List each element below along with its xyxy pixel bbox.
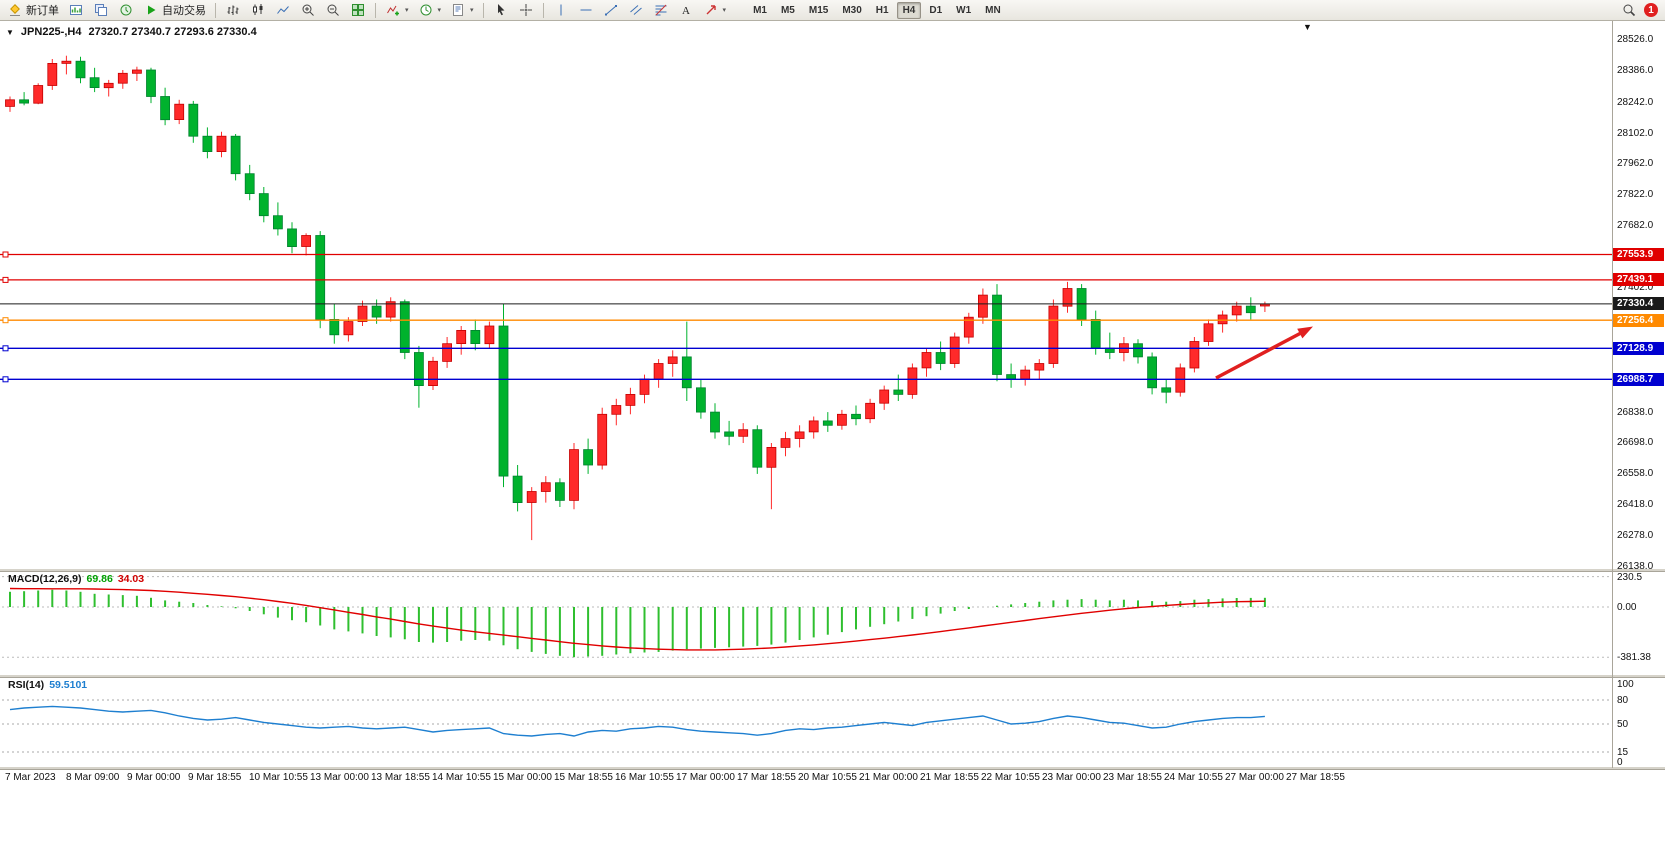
chart-title: ▼ JPN225-,H4 27320.7 27340.7 27293.6 273… (6, 26, 257, 38)
timeframe-h4-button[interactable]: H4 (896, 1, 922, 19)
arrows-tool-button[interactable]: ▾ (699, 1, 731, 19)
macd-name: MACD(12,26,9) (8, 573, 82, 585)
clock-icon (418, 3, 434, 18)
fibonacci-tool-button[interactable] (649, 1, 673, 19)
zoom-in-button[interactable] (296, 1, 320, 19)
zoom-out-button[interactable] (321, 1, 345, 19)
macd-panel (2, 576, 1612, 658)
search-icon (1621, 3, 1637, 18)
candlestick-mode-button[interactable] (246, 1, 270, 19)
timeframe-w1-button[interactable]: W1 (950, 2, 977, 19)
toolbar: 新订单 自动交易 ▾ ▾ ▾ A ▾ M1 M5 M15 M30 H1 H4 D1 W1 MN (0, 0, 1665, 21)
toolbar-separator (542, 2, 544, 18)
tile-windows-button[interactable] (346, 1, 370, 19)
panel-separators[interactable] (0, 21, 1665, 770)
trendline-tool-button[interactable] (599, 1, 623, 19)
new-order-button[interactable]: 新订单 (3, 1, 63, 19)
line-chart-mode-button[interactable] (271, 1, 295, 19)
timeframe-m30-button[interactable]: M30 (836, 2, 867, 19)
auto-trading-label: 自动交易 (162, 5, 206, 17)
indicators-button[interactable]: ▾ (381, 1, 413, 19)
rsi-name: RSI(14) (8, 679, 45, 691)
bar-chart-mode-button[interactable] (221, 1, 245, 19)
ohlc-readout: 27320.7 27340.7 27293.6 27330.4 (88, 26, 257, 38)
candles (5, 55, 1270, 541)
horizontal-line-tool-button[interactable] (574, 1, 598, 19)
fibonacci-icon (653, 3, 669, 18)
timeframe-buttons: M1 M5 M15 M30 H1 H4 D1 W1 MN (746, 1, 1008, 19)
crosshair-button[interactable] (514, 1, 538, 19)
vertical-line-icon (553, 3, 569, 18)
macd-signal-line (9, 587, 1265, 651)
channel-icon (628, 3, 644, 18)
macd-label: MACD(12,26,9) 69.86 34.03 (8, 573, 144, 585)
toolbar-separator (215, 2, 216, 18)
toolbar-separator (482, 2, 484, 18)
bar-chart-icon (225, 3, 241, 18)
cursor-icon (493, 3, 509, 18)
new-order-label: 新订单 (26, 5, 59, 17)
candlestick-icon (250, 3, 266, 18)
periods-button[interactable]: ▾ (414, 1, 446, 19)
macd-main-value: 69.86 (86, 573, 113, 585)
timeframe-m15-button[interactable]: M15 (803, 2, 834, 19)
toolbar-separator (375, 2, 376, 18)
symbol-dropdown-icon[interactable]: ▼ (6, 27, 14, 37)
chevron-down-icon: ▾ (437, 7, 442, 14)
crosshair-icon (518, 3, 534, 18)
auto-trading-play-icon (143, 3, 159, 18)
auto-trading-button[interactable]: 自动交易 (139, 1, 210, 19)
zoom-out-icon (325, 3, 341, 18)
text-icon: A (678, 3, 694, 18)
market-watch-icon (118, 3, 134, 18)
line-chart-icon (275, 3, 291, 18)
channel-tool-button[interactable] (624, 1, 648, 19)
timeframe-mn-button[interactable]: MN (979, 2, 1007, 19)
vertical-line-tool-button[interactable] (549, 1, 573, 19)
timeframe-m1-button[interactable]: M1 (747, 2, 773, 19)
timeframe-h1-button[interactable]: H1 (870, 2, 895, 19)
macd-signal-value: 34.03 (117, 573, 145, 585)
arrow-tool-icon (703, 3, 719, 18)
new-order-icon (7, 3, 23, 18)
search-button[interactable] (1617, 1, 1641, 19)
symbol-timeframe-label: JPN225-,H4 (20, 26, 82, 38)
chevron-down-icon: ▾ (405, 7, 409, 14)
tile-windows-icon (350, 3, 366, 18)
trendline-icon (603, 3, 619, 18)
chart-shift-marker-icon[interactable]: ▼ (1303, 22, 1312, 32)
chart-window-icon (68, 3, 84, 18)
macd-histogram (9, 589, 1266, 658)
profiles-button[interactable] (89, 1, 113, 19)
templates-button[interactable]: ▾ (446, 1, 478, 19)
chart-window-button[interactable] (64, 1, 88, 19)
chevron-down-icon: ▾ (470, 7, 474, 14)
indicators-icon (385, 3, 401, 18)
template-icon (450, 3, 466, 18)
rsi-panel (2, 699, 1612, 753)
arrow-annotation[interactable] (1215, 326, 1313, 380)
rsi-line (9, 705, 1265, 737)
market-watch-button[interactable] (114, 1, 138, 19)
horizontal-line-icon (578, 3, 594, 18)
profiles-icon (93, 3, 109, 18)
text-tool-button[interactable]: A (674, 1, 698, 19)
zoom-in-icon (300, 3, 316, 18)
level-lines[interactable] (0, 251, 1612, 383)
rsi-value: 59.5101 (49, 679, 88, 691)
chevron-down-icon: ▾ (722, 7, 727, 14)
timeframe-m5-button[interactable]: M5 (775, 2, 801, 19)
notification-badge[interactable]: 1 (1644, 3, 1658, 17)
cursor-button[interactable] (489, 1, 513, 19)
svg-text:A: A (682, 5, 690, 17)
timeframe-d1-button[interactable]: D1 (923, 2, 948, 19)
rsi-label: RSI(14) 59.5101 (8, 679, 87, 691)
